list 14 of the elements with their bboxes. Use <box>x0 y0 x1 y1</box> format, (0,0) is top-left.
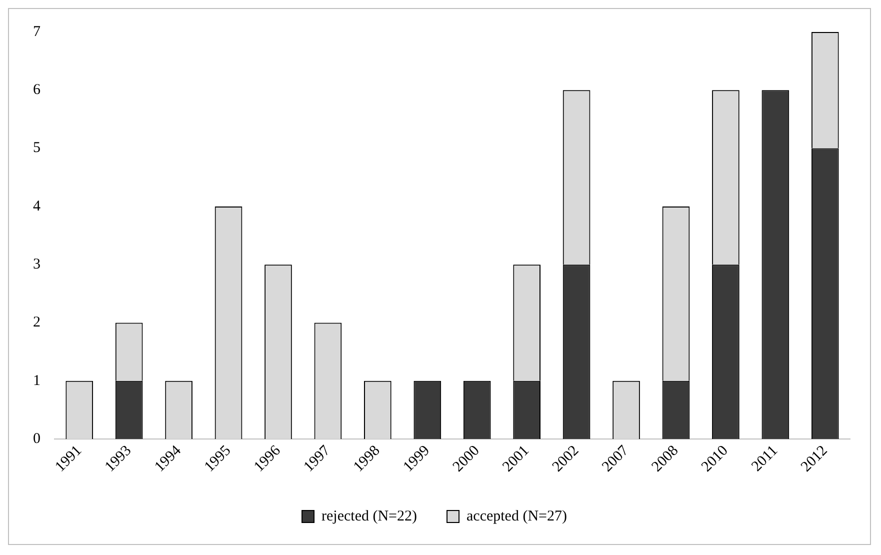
y-tick-label: 6 <box>33 82 41 98</box>
x-tick-label: 1991 <box>52 442 85 476</box>
y-tick-label: 0 <box>33 430 40 447</box>
x-tick-label: 2011 <box>748 442 782 475</box>
y-tick-label: 7 <box>33 24 41 40</box>
x-tick-label: 1999 <box>400 442 434 476</box>
y-tick-label: 2 <box>33 314 40 331</box>
legend-label: rejected (N=22) <box>322 508 418 524</box>
y-tick-label: 3 <box>33 256 40 273</box>
x-tick-label: 2001 <box>500 442 532 476</box>
y-tick-label: 5 <box>33 140 40 156</box>
y-tick-label: 1 <box>33 372 40 389</box>
y-tick-label: 4 <box>33 198 41 214</box>
legend-label: accepted (N=27) <box>466 508 567 524</box>
